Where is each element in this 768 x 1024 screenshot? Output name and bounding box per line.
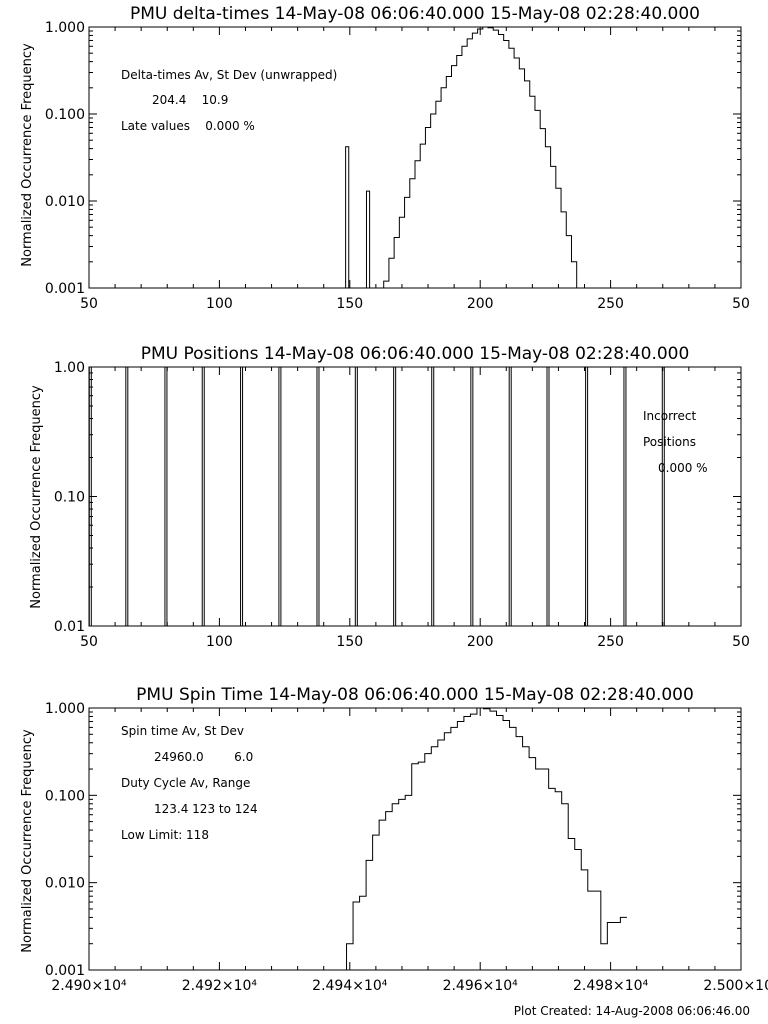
plot-created-footer: Plot Created: 14-Aug-2008 06:06:46.00 <box>514 1004 750 1018</box>
histogram-bar <box>661 366 665 626</box>
histogram-bar <box>623 366 627 626</box>
x-tick-label: 150 <box>336 634 363 650</box>
spin-time-panel: PMU Spin Time 14-May-08 06:06:40.000 15-… <box>20 685 768 994</box>
x-tick-label: 50 <box>80 634 98 650</box>
x-tick-label: 200 <box>467 296 494 312</box>
histogram-bar <box>585 366 589 626</box>
y-axis-label: Normalized Occurrence Frequency <box>20 43 35 267</box>
histogram-series <box>383 26 582 289</box>
annotation-line-2: 204.4 10.9 <box>152 93 228 107</box>
x-tick-label: 2.494×10⁴ <box>312 978 388 994</box>
x-tick-label: 50 <box>732 296 750 312</box>
histogram-spike <box>365 190 371 288</box>
y-axis-label: Normalized Occurrence Frequency <box>20 729 35 953</box>
chart-title: PMU Spin Time 14-May-08 06:06:40.000 15-… <box>136 685 694 705</box>
y-tick-label: 1.000 <box>45 701 85 717</box>
y-tick-label: 0.010 <box>45 876 85 892</box>
y-tick-label: 0.01 <box>54 619 85 635</box>
chart-title: PMU Positions 14-May-08 06:06:40.000 15-… <box>141 344 690 364</box>
histogram-bar <box>431 366 435 626</box>
x-tick-label: 250 <box>597 296 624 312</box>
y-tick-label: 1.000 <box>45 20 85 36</box>
annotation-line-1: Incorrect <box>643 409 696 423</box>
positions-panel: PMU Positions 14-May-08 06:06:40.000 15-… <box>29 344 750 650</box>
annotation-line-1: Delta-times Av, St Dev (unwrapped) <box>121 68 337 82</box>
annotation-line-2: 24960.0 6.0 <box>154 750 253 764</box>
histogram-bar <box>201 366 205 626</box>
histogram-bar <box>393 366 397 626</box>
x-tick-label: 2.490×10⁴ <box>51 978 127 994</box>
y-tick-label: 1.00 <box>54 360 85 376</box>
x-tick-label: 2.492×10⁴ <box>182 978 258 994</box>
annotation-line-1: Spin time Av, St Dev <box>121 724 244 738</box>
x-tick-label: 150 <box>336 296 363 312</box>
annotation-line-3: Late values 0.000 % <box>121 119 255 133</box>
plot-frame <box>88 707 742 971</box>
y-tick-label: 0.001 <box>45 281 85 297</box>
histogram-bar <box>88 366 92 626</box>
histogram-bar <box>508 366 512 626</box>
y-tick-label: 0.010 <box>45 194 85 210</box>
y-axis-label: Normalized Occurrence Frequency <box>29 385 44 609</box>
delta-times-panel: PMU delta-times 14-May-08 06:06:40.000 1… <box>20 4 750 312</box>
histogram-bar <box>240 366 244 626</box>
x-tick-label: 250 <box>597 634 624 650</box>
x-tick-label: 2.496×10⁴ <box>443 978 519 994</box>
histogram-bar <box>278 366 282 626</box>
y-tick-label: 0.100 <box>45 107 85 123</box>
x-tick-label: 200 <box>467 634 494 650</box>
x-tick-label: 100 <box>206 296 233 312</box>
x-tick-label: 50 <box>732 634 750 650</box>
histogram-bar <box>316 366 320 626</box>
histogram-bar <box>125 366 129 626</box>
histogram-bar <box>546 366 550 626</box>
histogram-bar <box>164 366 168 626</box>
x-tick-label: 2.498×10⁴ <box>573 978 649 994</box>
annotation-line-2: Positions <box>643 435 696 449</box>
plot-frame <box>88 366 742 627</box>
annotation-line-5: Low Limit: 118 <box>121 828 209 842</box>
x-tick-label: 100 <box>206 634 233 650</box>
annotation-line-4: 123.4 123 to 124 <box>154 802 258 816</box>
y-tick-label: 0.001 <box>45 963 85 979</box>
chart-title: PMU delta-times 14-May-08 06:06:40.000 1… <box>130 4 700 24</box>
plot-frame <box>88 26 742 289</box>
histogram-series <box>346 707 627 970</box>
x-tick-label: 2.500×10⁴ <box>703 978 768 994</box>
annotation-line-3: Duty Cycle Av, Range <box>121 776 250 790</box>
x-tick-label: 50 <box>80 296 98 312</box>
histogram-bar <box>470 366 474 626</box>
y-tick-label: 0.100 <box>45 788 85 804</box>
y-tick-label: 0.10 <box>54 490 85 506</box>
annotation-line-3: 0.000 % <box>658 461 708 475</box>
histogram-bar <box>354 366 358 626</box>
histogram-spike <box>345 146 350 288</box>
